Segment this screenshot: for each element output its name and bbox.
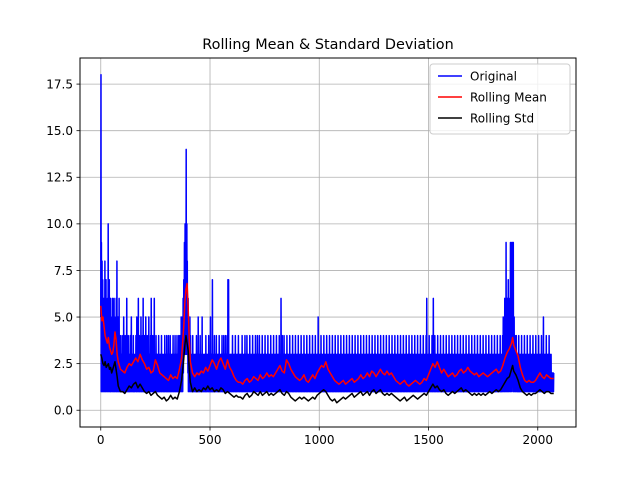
- legend: Original Rolling Mean Rolling Std: [429, 63, 571, 135]
- legend-label-original: Original: [470, 69, 517, 83]
- y-tick-label: 12.5: [46, 171, 73, 185]
- x-tick-label: 1000: [304, 433, 335, 447]
- x-tick-label: 500: [199, 433, 222, 447]
- ticks: 0 500 1000 1500 2000 0.0 2.5 5.0 7.5 10.0 12.5 15.0…: [46, 77, 553, 447]
- x-tick-label: 2000: [522, 433, 553, 447]
- legend-label-rolling-mean: Rolling Mean: [470, 90, 547, 104]
- legend-box: [429, 63, 571, 135]
- series-line-rolling-mean: [100, 282, 554, 387]
- y-tick-label: 2.5: [54, 357, 73, 371]
- chart-title: Rolling Mean & Standard Deviation: [202, 37, 453, 53]
- axes-frame: [79, 57, 577, 428]
- y-tick-label: 5.0: [54, 310, 73, 324]
- y-tick-label: 10.0: [46, 217, 73, 231]
- series-line-original: [100, 74, 555, 393]
- legend-label-rolling-std: Rolling Std: [470, 111, 534, 125]
- x-tick-label: 0: [97, 433, 105, 447]
- x-tick-label: 1500: [413, 433, 444, 447]
- y-tick-label: 0.0: [54, 404, 73, 418]
- y-tick-label: 17.5: [46, 77, 73, 91]
- series-layer: [100, 74, 555, 404]
- y-tick-label: 15.0: [46, 124, 73, 138]
- y-tick-label: 7.5: [54, 264, 73, 278]
- grid: [80, 58, 576, 427]
- series-line-rolling-std: [100, 334, 554, 404]
